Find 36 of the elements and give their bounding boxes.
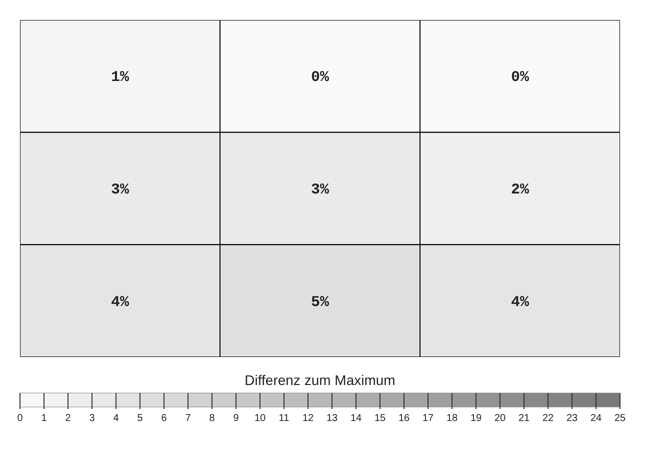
color-bar-label: 11 [278, 413, 290, 424]
data-label: 0% [510, 69, 530, 86]
color-bar-label: 16 [398, 413, 410, 424]
color-bar-label: 3 [89, 413, 96, 424]
color-bar-label: 22 [542, 413, 554, 424]
color-bar-label: 23 [566, 413, 578, 424]
color-bar-label: 2 [65, 413, 72, 424]
color-bar-label: 25 [614, 413, 626, 424]
color-bar-label: 1 [41, 413, 48, 424]
data-label: 4% [110, 294, 130, 311]
color-bar-label: 4 [113, 413, 120, 424]
color-bar-label: 5 [137, 413, 144, 424]
color-bar-label: 20 [494, 413, 506, 424]
color-bar-label: 19 [470, 413, 482, 424]
data-label: 2% [510, 182, 530, 198]
color-bar-label: 12 [302, 413, 314, 424]
color-bar-label: 13 [326, 413, 338, 424]
data-label: 1% [110, 69, 130, 86]
color-bar-label: 24 [590, 413, 602, 424]
color-bar-label: 8 [209, 413, 216, 424]
color-bar-label: 0 [17, 413, 24, 424]
color-bar-label: 9 [233, 413, 240, 424]
color-bar-label: 7 [185, 413, 192, 424]
data-label: 0% [310, 69, 330, 86]
data-label: 5% [310, 294, 330, 311]
data-label: 4% [510, 294, 530, 311]
color-bar-label: 10 [254, 413, 266, 424]
data-label: 3% [310, 182, 330, 198]
color-bar-label: 15 [374, 413, 386, 424]
color-bar-label: 14 [350, 413, 362, 424]
data-label: 3% [110, 182, 130, 198]
color-bar-title: Differenz zum Maximum [244, 372, 396, 388]
color-bar-label: 21 [518, 413, 530, 424]
color-bar-label: 6 [161, 413, 168, 424]
color-bar-label: 17 [422, 413, 434, 424]
color-bar-label: 18 [446, 413, 458, 424]
